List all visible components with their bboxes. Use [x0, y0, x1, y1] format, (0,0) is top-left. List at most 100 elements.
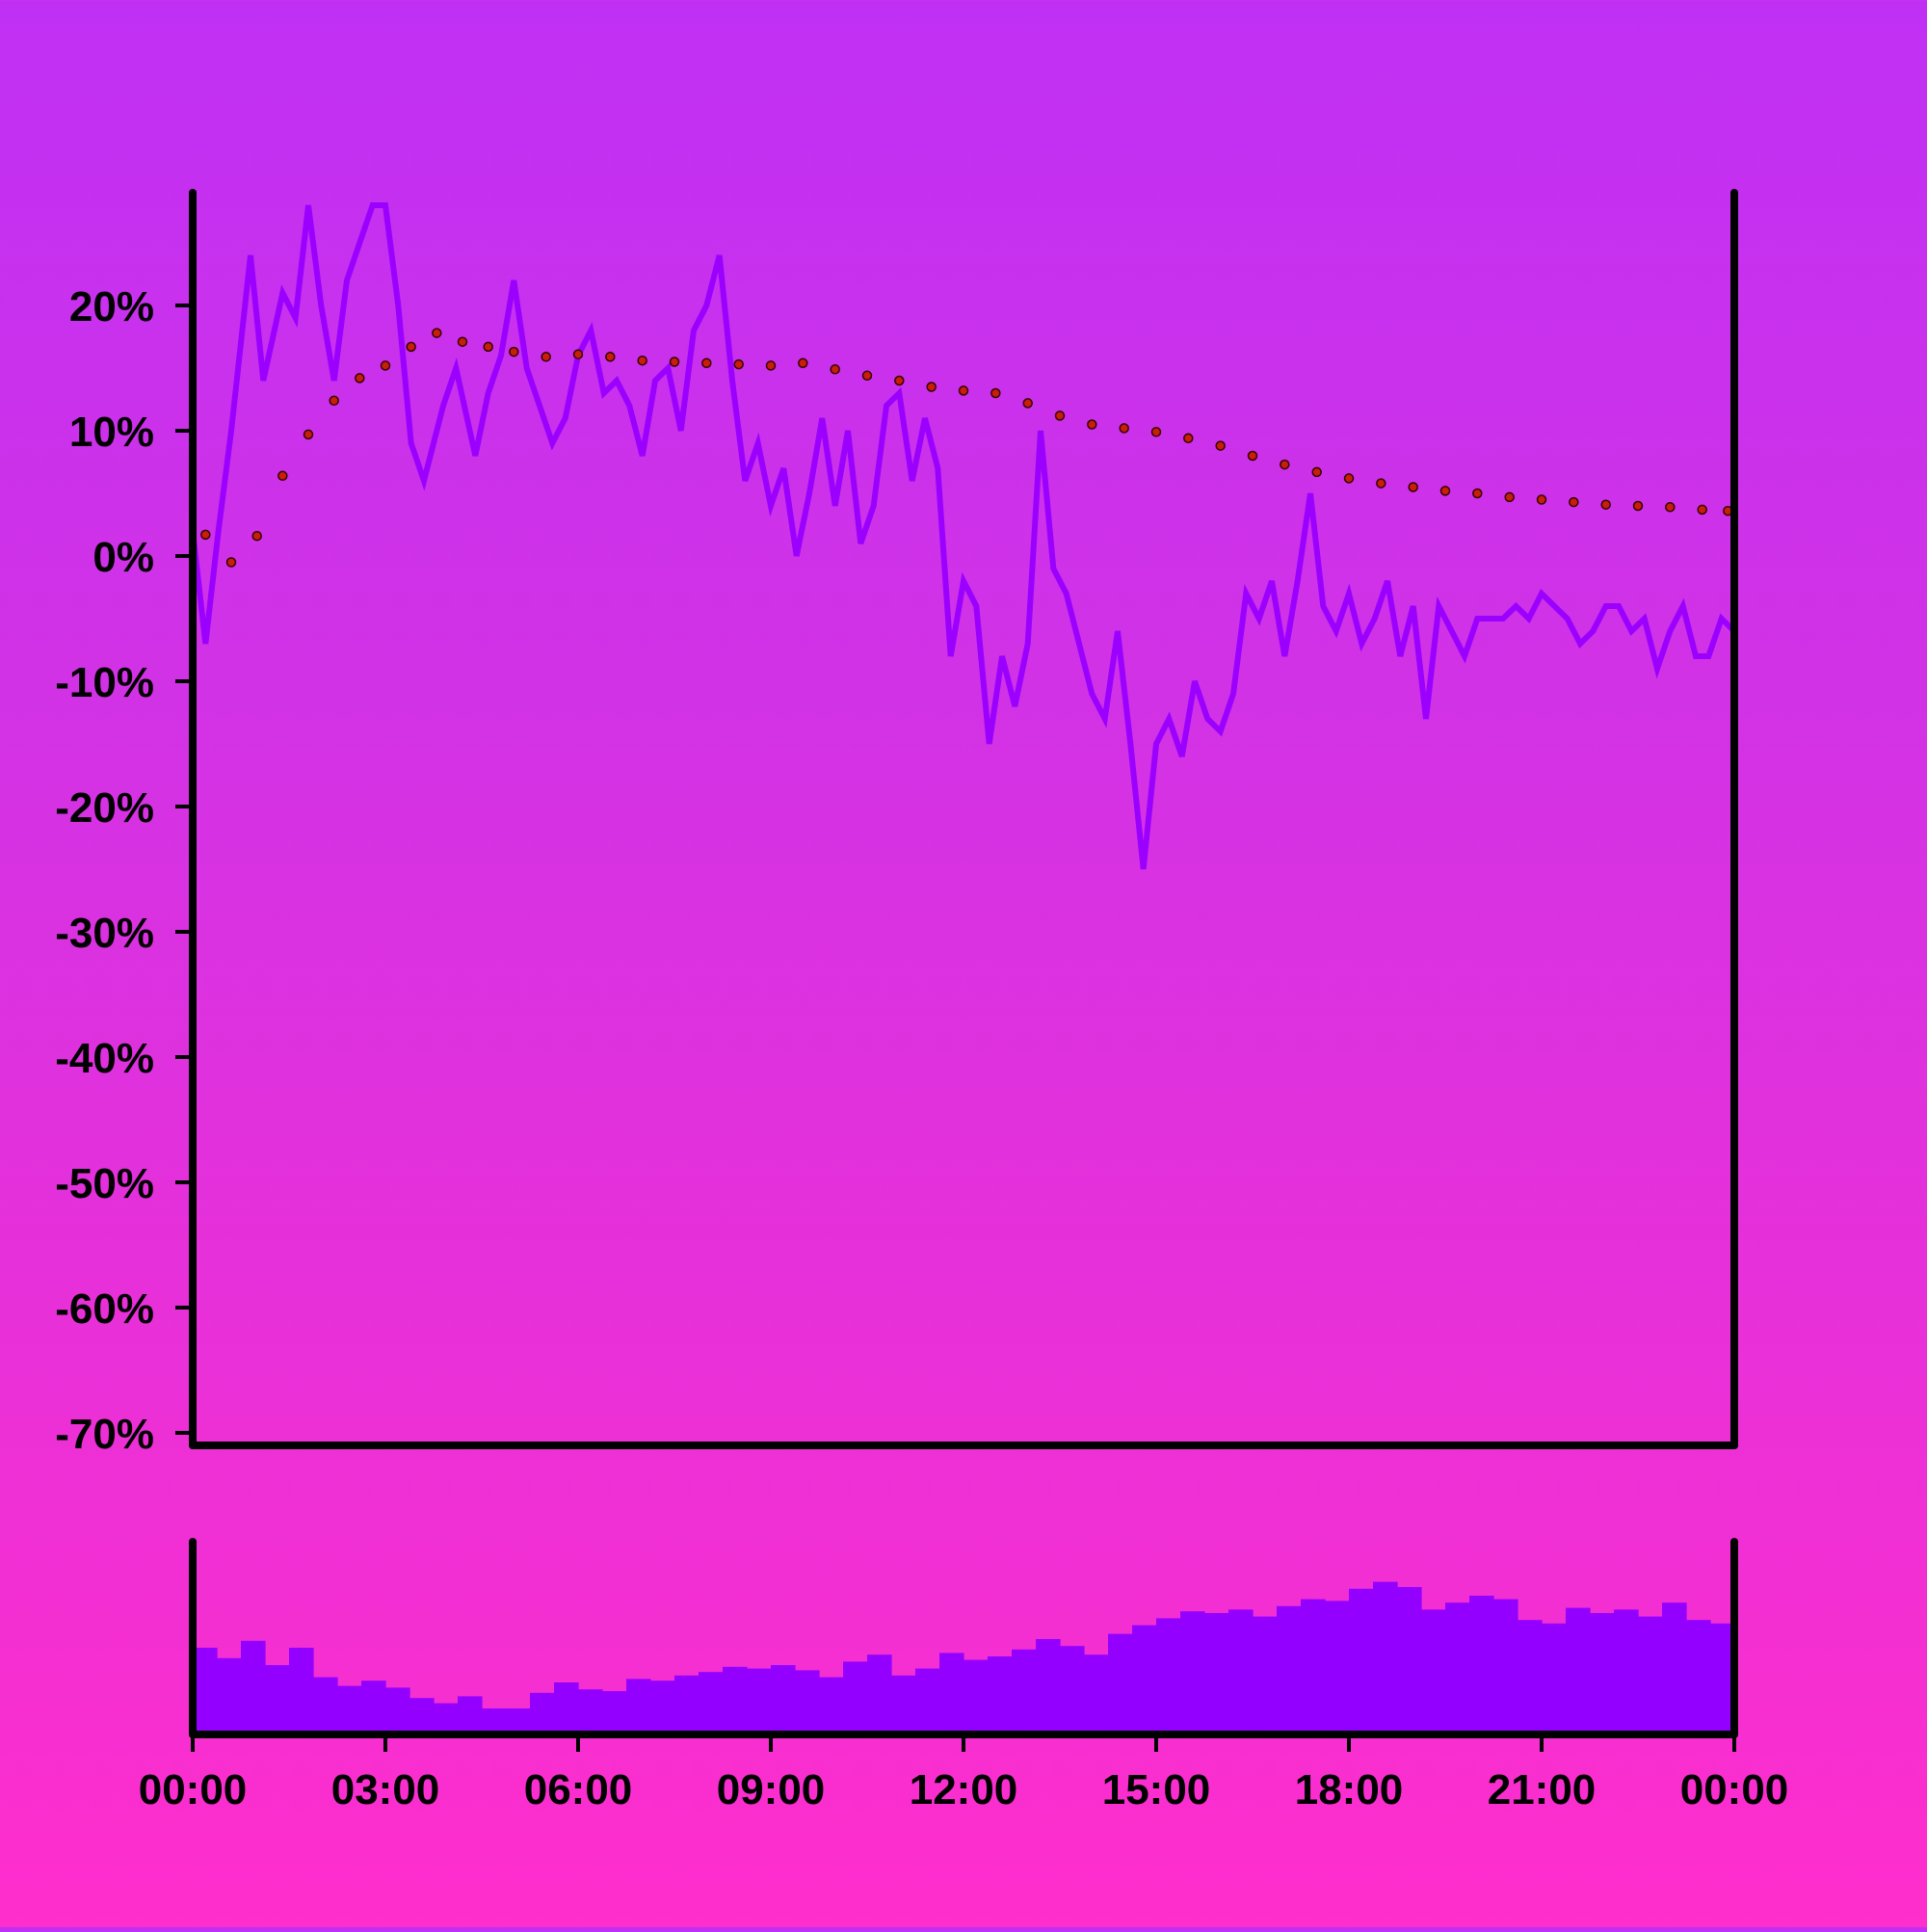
ma-point: [1022, 398, 1033, 409]
x-tick-label: 00:00: [1680, 1766, 1789, 1813]
x-tick-label: 12:00: [910, 1766, 1018, 1813]
volume-bar: [482, 1708, 507, 1734]
volume-bar: [964, 1659, 989, 1734]
ma-point: [830, 364, 840, 375]
volume-bar: [1421, 1609, 1446, 1734]
volume-bar: [1566, 1607, 1591, 1734]
ma-point: [1504, 491, 1515, 503]
y-tick-label: 20%: [69, 283, 154, 331]
x-tick-label: 21:00: [1488, 1766, 1597, 1813]
ma-point: [701, 357, 712, 369]
volume-bar: [819, 1677, 844, 1734]
volume-bar: [1493, 1599, 1518, 1734]
x-tick-label: 18:00: [1295, 1766, 1404, 1813]
volume-bar: [1638, 1616, 1663, 1734]
ma-point: [1343, 473, 1355, 484]
volume-bar: [1253, 1616, 1278, 1734]
x-tick-label: 06:00: [524, 1766, 633, 1813]
ma-point: [1600, 499, 1611, 510]
ma-point: [1665, 502, 1676, 513]
ma-point: [303, 429, 314, 440]
volume-bar: [795, 1670, 820, 1734]
volume-bar: [1686, 1620, 1711, 1734]
volume-bar: [674, 1675, 700, 1734]
y-tick-label: -60%: [55, 1285, 154, 1333]
ma-point: [926, 382, 937, 392]
ma-point: [1119, 423, 1129, 434]
ma-point: [509, 346, 519, 357]
x-axis: 00:00 03:00 06:00 09:00 12:00 15:00 18:00 21:00…: [139, 1734, 1789, 1813]
ma-point: [200, 529, 211, 541]
ma-point: [990, 387, 1001, 399]
volume-bar: [891, 1675, 916, 1734]
volume-bar: [1518, 1620, 1543, 1734]
ma-point: [277, 470, 288, 482]
ma-point: [765, 360, 777, 371]
volume-bar: [1132, 1625, 1157, 1734]
volume-bar: [1301, 1599, 1326, 1734]
ma-point: [894, 375, 905, 386]
ma-point: [1183, 433, 1194, 444]
ma-point: [329, 395, 339, 407]
volume-bar: [1590, 1613, 1615, 1734]
volume-bar: [193, 1648, 218, 1734]
ma-point: [1376, 478, 1386, 489]
x-tick-label: 00:00: [139, 1766, 248, 1813]
x-tick-label: 09:00: [717, 1766, 826, 1813]
volume-bar: [650, 1681, 675, 1734]
volume-bar: [1228, 1609, 1254, 1734]
volume-bar: [1180, 1611, 1205, 1734]
price-series-line: [190, 202, 1737, 870]
ma-point: [1536, 494, 1547, 505]
volume-bar: [554, 1682, 579, 1734]
volume-bar: [1084, 1654, 1109, 1734]
x-tick-label: 03:00: [331, 1766, 440, 1813]
ma-point: [1311, 466, 1322, 478]
volume-bar: [1614, 1609, 1639, 1734]
volume-bar: [1204, 1613, 1229, 1734]
volume-bar: [602, 1691, 627, 1734]
volume-bar: [385, 1687, 410, 1734]
y-tick-label: 10%: [69, 409, 154, 456]
volume-bar: [843, 1661, 868, 1734]
volume-bar: [1108, 1633, 1133, 1734]
volume-bar: [313, 1677, 338, 1734]
volume-bar: [241, 1640, 266, 1734]
volume-bar: [1445, 1602, 1470, 1734]
volume-bar: [1397, 1587, 1422, 1734]
y-tick-label: -10%: [55, 659, 154, 706]
ma-point: [1569, 496, 1579, 508]
volume-bar: [939, 1653, 964, 1734]
volume-bar: [1156, 1618, 1181, 1734]
volume-bar: [723, 1666, 748, 1734]
volume-bar: [1373, 1581, 1398, 1734]
volume-bar: [1662, 1602, 1687, 1734]
ma-point: [605, 352, 616, 362]
volume-bar: [867, 1654, 892, 1734]
y-tick-label: -40%: [55, 1035, 154, 1082]
volume-bar: [434, 1703, 459, 1734]
volume-bar: [1542, 1623, 1567, 1734]
volume-bar: [1469, 1596, 1494, 1734]
ma-point: [541, 352, 551, 362]
x-tick-label: 15:00: [1102, 1766, 1211, 1813]
ma-point: [1439, 486, 1451, 496]
ma-point: [1247, 450, 1258, 462]
volume-bar: [1277, 1605, 1302, 1734]
volume-bar: [1349, 1588, 1374, 1734]
ma-point: [251, 530, 262, 542]
y-tick-label: 0%: [92, 534, 154, 581]
volume-bar: [771, 1665, 796, 1734]
ma-point: [457, 336, 468, 347]
volume-bar: [1036, 1639, 1061, 1734]
volume-bar: [458, 1696, 483, 1734]
ma-point: [1150, 427, 1162, 437]
ma-point: [669, 357, 680, 367]
volume-bar: [1060, 1646, 1085, 1734]
ma-point: [637, 355, 647, 366]
ma-point: [733, 358, 744, 370]
ma-point: [572, 349, 584, 359]
volume-bar: [915, 1668, 940, 1734]
y-tick-label: -70%: [55, 1411, 154, 1458]
